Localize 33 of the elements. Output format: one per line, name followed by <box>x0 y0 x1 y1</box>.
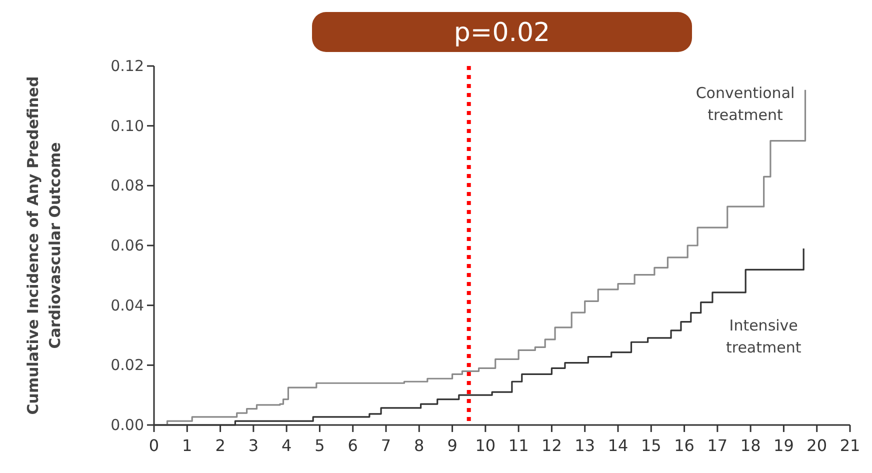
y-tick-label: 0.10 <box>110 116 144 135</box>
text: p=0.02 <box>454 18 550 48</box>
x-tick-label: 2 <box>215 436 226 455</box>
y-tick-label: 0.08 <box>110 176 144 195</box>
x-tick-label: 3 <box>248 436 259 455</box>
x-tick-label: 12 <box>542 436 562 455</box>
x-tick-label: 18 <box>740 436 761 455</box>
x-tick-label: 0 <box>148 436 160 455</box>
x-tick-label: 5 <box>314 436 325 455</box>
y-tick-label: 0.12 <box>110 57 144 75</box>
y-tick-label: 0.00 <box>110 416 144 434</box>
x-tick-label: 14 <box>608 436 628 455</box>
x-tick-label: 1 <box>182 436 192 455</box>
x-tick-label: 11 <box>508 436 529 455</box>
x-tick-label: 9 <box>447 436 458 455</box>
x-tick-label: 10 <box>475 436 496 455</box>
x-tick-label: 8 <box>414 436 424 455</box>
x-tick-label: 15 <box>640 436 662 455</box>
x-tick-label: 21 <box>840 436 860 455</box>
x-tick-label: 7 <box>380 436 392 455</box>
y-tick-label: 0.06 <box>110 236 144 254</box>
x-tick-label: 20 <box>806 436 828 455</box>
series-label: Intensive treatment <box>726 316 802 356</box>
x-tick-label: 6 <box>348 436 358 455</box>
x-tick-label: 4 <box>281 436 292 455</box>
y-tick-label: 0.04 <box>110 296 144 314</box>
y-axis-title: Cumulative Incidence of Any Predefined Cardiovascular Outcome <box>24 76 64 415</box>
series-label: Conventional treatment <box>696 84 795 124</box>
x-tick-label: 19 <box>774 436 794 455</box>
x-tick-label: 13 <box>574 436 596 455</box>
x-tick-label: 16 <box>674 436 694 455</box>
x-tick-label: 17 <box>707 436 728 455</box>
y-tick-label: 0.02 <box>110 356 144 374</box>
